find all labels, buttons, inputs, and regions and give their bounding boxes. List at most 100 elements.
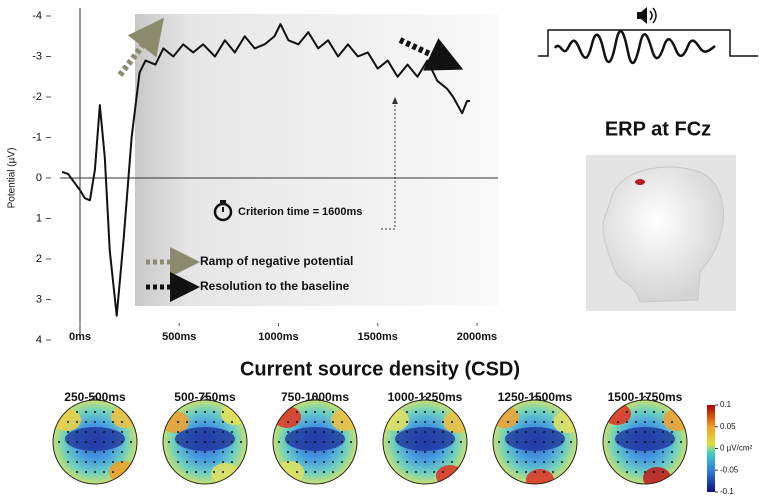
electrode bbox=[442, 421, 444, 423]
electrode bbox=[305, 421, 307, 423]
electrode bbox=[662, 461, 664, 463]
electrode bbox=[552, 461, 554, 463]
electrode bbox=[121, 431, 123, 433]
electrode bbox=[332, 431, 334, 433]
electrode bbox=[534, 461, 536, 463]
electrode bbox=[94, 441, 96, 443]
electrode bbox=[397, 421, 399, 423]
electrode bbox=[222, 421, 224, 423]
electrode bbox=[94, 451, 96, 453]
electrode bbox=[534, 451, 536, 453]
electrode bbox=[433, 441, 435, 443]
electrode bbox=[195, 451, 197, 453]
electrode bbox=[204, 461, 206, 463]
electrode bbox=[635, 421, 637, 423]
electrode bbox=[85, 421, 87, 423]
electrode bbox=[177, 461, 179, 463]
electrode bbox=[451, 451, 453, 453]
electrode bbox=[543, 451, 545, 453]
electrode bbox=[424, 431, 426, 433]
y-tick-label: -2 bbox=[32, 91, 42, 103]
x-tick-label: 1000ms bbox=[258, 331, 298, 343]
topo-nose bbox=[89, 395, 101, 402]
electrode bbox=[415, 431, 417, 433]
inset-title: ERP at FCz bbox=[605, 118, 711, 140]
electrode bbox=[671, 431, 673, 433]
electrode bbox=[186, 471, 188, 473]
electrode bbox=[195, 461, 197, 463]
electrode bbox=[332, 411, 334, 413]
electrode bbox=[626, 441, 628, 443]
electrode bbox=[121, 461, 123, 463]
electrode bbox=[516, 441, 518, 443]
topo-map bbox=[273, 400, 357, 484]
electrode bbox=[94, 411, 96, 413]
topo-blob bbox=[493, 406, 519, 428]
topo-map bbox=[603, 400, 687, 484]
electrode bbox=[314, 421, 316, 423]
electrode bbox=[552, 431, 554, 433]
electrode bbox=[424, 421, 426, 423]
electrode bbox=[341, 441, 343, 443]
electrode bbox=[296, 451, 298, 453]
legend-ramp-label: Ramp of negative potential bbox=[200, 254, 353, 268]
electrode bbox=[231, 461, 233, 463]
electrode bbox=[617, 461, 619, 463]
electrode bbox=[671, 421, 673, 423]
electrode bbox=[433, 421, 435, 423]
colorbar-tick-label: -0.05 bbox=[720, 465, 739, 474]
topo-outline bbox=[52, 399, 138, 485]
electrode bbox=[626, 411, 628, 413]
electrode bbox=[222, 411, 224, 413]
electrode bbox=[204, 421, 206, 423]
colorbar-tick-label: 0 µV/cm² bbox=[720, 444, 753, 453]
electrode bbox=[406, 431, 408, 433]
electrode bbox=[112, 431, 114, 433]
electrode bbox=[112, 471, 114, 473]
electrode bbox=[112, 441, 114, 443]
electrode bbox=[525, 411, 527, 413]
electrode bbox=[341, 461, 343, 463]
electrode bbox=[433, 431, 435, 433]
electrode bbox=[635, 451, 637, 453]
electrode bbox=[460, 441, 462, 443]
electrode bbox=[222, 471, 224, 473]
electrode bbox=[323, 471, 325, 473]
electrode bbox=[76, 451, 78, 453]
topo-core bbox=[175, 427, 235, 451]
topo-nose bbox=[309, 395, 321, 402]
y-tick-label: -1 bbox=[32, 131, 42, 143]
electrode bbox=[644, 421, 646, 423]
y-tick-label: 4 bbox=[36, 334, 42, 346]
electrode bbox=[552, 421, 554, 423]
electrode bbox=[195, 441, 197, 443]
topoplots: 250-500ms 500-750ms 750-1000ms 1000-1250ms 1… bbox=[52, 390, 688, 485]
electrode bbox=[231, 441, 233, 443]
electrode bbox=[561, 451, 563, 453]
electrode bbox=[76, 471, 78, 473]
electrode bbox=[305, 471, 307, 473]
electrode bbox=[671, 451, 673, 453]
electrode bbox=[653, 441, 655, 443]
electrode bbox=[76, 431, 78, 433]
electrode bbox=[112, 411, 114, 413]
electrode bbox=[278, 441, 280, 443]
electrode bbox=[516, 461, 518, 463]
electrode bbox=[388, 441, 390, 443]
electrode bbox=[397, 461, 399, 463]
colorbar-tick-label: 0.05 bbox=[720, 422, 736, 431]
electrode bbox=[534, 441, 536, 443]
electrode bbox=[222, 461, 224, 463]
electrode bbox=[507, 461, 509, 463]
electrode bbox=[314, 451, 316, 453]
electrode bbox=[406, 411, 408, 413]
topoplot bbox=[382, 395, 468, 485]
electrode bbox=[516, 431, 518, 433]
electrode bbox=[213, 461, 215, 463]
electrode bbox=[222, 431, 224, 433]
electrode bbox=[103, 431, 105, 433]
electrode bbox=[231, 421, 233, 423]
electrode bbox=[626, 451, 628, 453]
electrode bbox=[534, 471, 536, 473]
